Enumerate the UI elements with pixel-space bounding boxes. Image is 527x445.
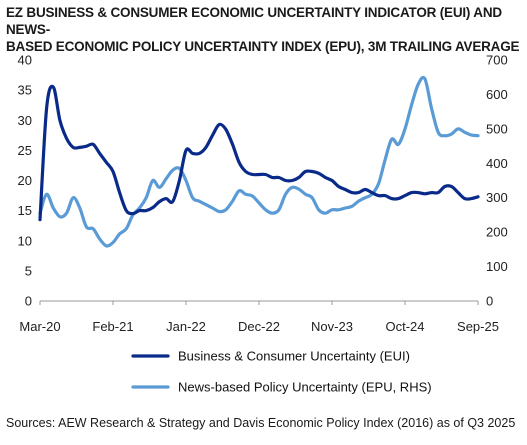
legend-label-eui: Business & Consumer Uncertainty (EUI) [178,349,410,364]
y-left-tick-label: 5 [25,263,32,278]
axes [39,300,479,305]
y-right-tick-label: 0 [486,294,493,309]
y-left-tick-label: 0 [25,294,32,309]
legend-label-epu: News-based Policy Uncertainty (EPU, RHS) [178,380,432,395]
y-right-tick-label: 700 [486,53,508,68]
y-left-tick-label: 30 [18,113,32,128]
x-tick-label: Sep-25 [457,319,499,334]
y-right-tick-label: 100 [486,259,508,274]
y-right-tick-label: 500 [486,121,508,136]
y-left-tick-label: 25 [18,143,32,158]
x-tick-label: Feb-21 [92,319,133,334]
y-left-tick-label: 35 [18,83,32,98]
y-right-tick-label: 200 [486,225,508,240]
legend: Business & Consumer Uncertainty (EUI) New… [131,349,432,395]
series-eui-line [38,84,480,222]
source-note: Sources: AEW Research & Strategy and Dav… [6,416,516,430]
y-left-tick-label: 40 [18,53,32,68]
chart-title: EZ BUSINESS & CONSUMER ECONOMIC UNCERTAI… [6,4,521,55]
y-right-tick-label: 400 [486,156,508,171]
x-tick-label: Nov-23 [311,319,353,334]
x-tick-label: Oct-24 [385,319,424,334]
x-tick-label: Mar-20 [19,319,60,334]
chart-title-line-1: EZ BUSINESS & CONSUMER ECONOMIC UNCERTAI… [6,5,502,37]
y-left-tick-label: 10 [18,233,32,248]
tick-labels: 05101520253035400100200300400500600700Ma… [18,53,508,335]
series-layer [38,75,480,248]
series-epu-line [38,75,480,248]
x-tick-label: Dec-22 [238,319,280,334]
y-left-tick-label: 15 [18,203,32,218]
x-tick-label: Jan-22 [166,319,206,334]
y-left-tick-label: 20 [18,173,32,188]
chart-title-line-2: BASED ECONOMIC POLICY UNCERTAINTY INDEX … [6,39,520,54]
y-right-tick-label: 300 [486,190,508,205]
y-right-tick-label: 600 [486,87,508,102]
